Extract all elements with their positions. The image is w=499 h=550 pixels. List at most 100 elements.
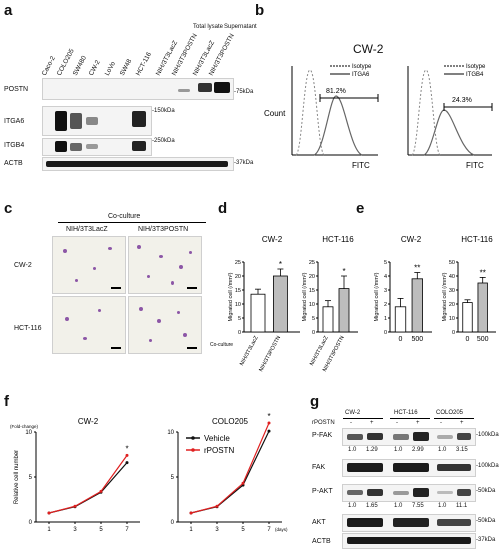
y-tick-label: 1 — [384, 316, 387, 322]
y-tick-label: 15 — [235, 288, 241, 294]
data-point — [189, 511, 193, 515]
micrograph-cw2-postn — [128, 236, 202, 294]
panel-label-b: b — [255, 2, 265, 19]
row-label-cw2: CW-2 — [14, 262, 32, 269]
treatment-sign: + — [460, 420, 464, 426]
y-tick-label: 0 — [171, 520, 175, 526]
blot-pakt — [342, 484, 476, 502]
chart-title: CW-2 — [262, 235, 283, 244]
y-tick-label: 25 — [235, 260, 241, 266]
ratio: 1.0 — [348, 447, 357, 453]
blot-row-label: P-FAK — [312, 432, 333, 439]
mw-marker: -100kDa — [476, 432, 499, 438]
blot-row-label: P-AKT — [312, 488, 333, 495]
y-axis-label: Relative cell number — [14, 450, 20, 504]
data-point — [47, 511, 51, 515]
isotype-curve — [411, 69, 441, 156]
blot-pfak — [342, 428, 476, 446]
mw-marker: -37kDa — [234, 160, 254, 166]
blot-actb-g — [342, 533, 476, 549]
x-tick-label: 500 — [411, 336, 423, 343]
x-tick-label: 5 — [241, 527, 245, 533]
blot-row-label: ACTB — [312, 538, 331, 545]
x-tick-label: 1 — [189, 527, 193, 533]
y-tick-label: 20 — [449, 302, 455, 308]
chart-title: CW-2 — [78, 417, 99, 426]
y-tick-label: 5 — [29, 475, 33, 481]
y-tick-label: 0 — [384, 330, 387, 336]
mw-marker: -50kDa — [476, 518, 496, 524]
chart-title: COLO205 — [212, 417, 249, 426]
blot-row-label: POSTN — [4, 86, 29, 93]
significance-mark: * — [125, 444, 128, 453]
x-tick-label: 0 — [399, 336, 403, 343]
blot-postn — [42, 78, 234, 100]
y-tick-label: 5 — [384, 260, 387, 266]
data-point — [267, 421, 271, 425]
blot-itgb4 — [42, 138, 152, 156]
group-label-total-lysate: Total lysate — [193, 24, 224, 30]
blot-row-label: ACTB — [4, 160, 23, 167]
y-tick-label: 25 — [309, 260, 315, 266]
treatment-sign: + — [416, 420, 420, 426]
y-tick-label: 4 — [384, 274, 387, 280]
ratio: 1.0 — [438, 503, 447, 509]
treatment-sign: - — [396, 420, 398, 426]
flow-title: CW-2 — [353, 42, 384, 56]
ratio: 2.99 — [412, 447, 424, 453]
group-label: COLO205 — [436, 410, 464, 416]
blot-row-label: ITGA6 — [4, 118, 25, 125]
chart-title: HCT-116 — [461, 235, 493, 244]
coculture-header: Co-culture — [108, 213, 141, 220]
micrograph-cw2-lacz — [52, 236, 126, 294]
y-axis-label: Migrated cell (/mm²) — [228, 272, 234, 321]
x-unit-label: (days) — [275, 527, 288, 532]
treatment-sign: - — [440, 420, 442, 426]
y-tick-label: 10 — [167, 430, 174, 436]
mw-marker: -100kDa — [476, 463, 499, 469]
data-point — [241, 481, 245, 485]
legend-marker — [191, 448, 195, 452]
panel-label-a: a — [4, 2, 13, 19]
blot-row-label: AKT — [312, 519, 326, 526]
legend-isotype: Isotype — [466, 64, 486, 70]
ratio: 7.55 — [412, 503, 424, 509]
row-label-hct116: HCT-116 — [14, 325, 42, 332]
legend-isotype: Isotype — [352, 64, 372, 70]
mw-marker: -150kDa — [152, 108, 175, 114]
flow-xlabel: FITC — [466, 161, 484, 170]
legend-label: Vehicle — [204, 434, 230, 443]
x-tick-label: 3 — [73, 527, 77, 533]
panel-label-g: g — [310, 393, 320, 410]
y-axis-label: Migrated cell (/mm²) — [442, 272, 448, 321]
blot-actb — [42, 157, 234, 171]
significance-mark: * — [267, 412, 270, 421]
y-tick-label: 5 — [312, 316, 315, 322]
col-label-lacz: NIH/3T3LacZ — [66, 226, 108, 233]
blot-akt — [342, 514, 476, 532]
treatment-sign: - — [350, 420, 352, 426]
ratio: 11.1 — [456, 503, 468, 509]
ratio: 3.15 — [456, 447, 468, 453]
series-line — [190, 422, 270, 514]
flow-xlabel: FITC — [352, 161, 370, 170]
x-tick-label: 3 — [215, 527, 219, 533]
legend-marker — [191, 436, 195, 440]
col-label-postn: NIH/3T3POSTN — [138, 226, 189, 233]
y-tick-label: 40 — [449, 274, 455, 280]
micrograph-hct116-lacz — [52, 296, 126, 354]
panel-label-f: f — [4, 393, 9, 410]
isotype-curve — [295, 69, 325, 156]
blot-fak — [342, 459, 476, 477]
y-unit-label: (Fold-change) — [10, 424, 39, 429]
x-group-label: Co-culture — [210, 342, 233, 348]
y-tick-label: 2 — [384, 302, 387, 308]
y-tick-label: 0 — [312, 330, 315, 336]
y-tick-label: 15 — [309, 288, 315, 294]
x-tick-label: 7 — [267, 527, 271, 533]
series-line — [48, 455, 128, 514]
ratio: 1.0 — [394, 503, 403, 509]
group-label: CW-2 — [345, 410, 361, 416]
